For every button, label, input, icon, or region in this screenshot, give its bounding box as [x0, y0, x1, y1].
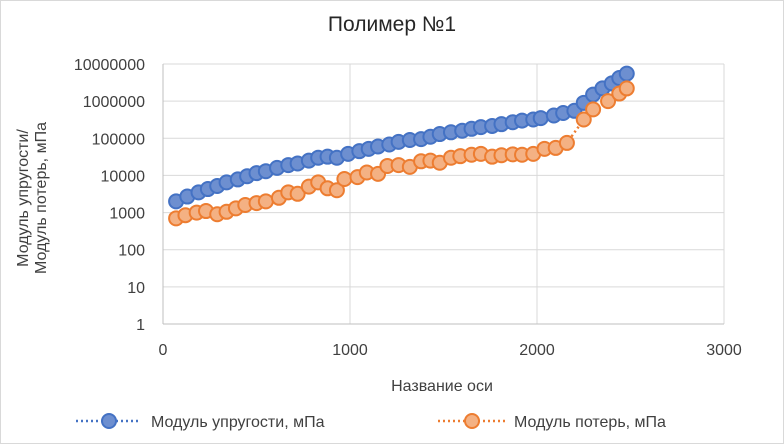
y-tick-label: 1000000 — [83, 94, 145, 111]
legend-item-elastic: Модуль упругости, мПа — [76, 413, 325, 431]
gridlines — [163, 63, 725, 324]
y-tick-label: 100 — [118, 243, 145, 260]
legend-loss-label: Модуль потерь, мПа — [514, 414, 666, 431]
data-point — [575, 111, 592, 128]
data-point — [532, 110, 549, 127]
x-axis-label: Название оси — [391, 378, 493, 395]
legend-elastic-label: Модуль упругости, мПа — [151, 414, 325, 431]
x-tick-label: 2000 — [519, 342, 555, 359]
tick-labels: 1 10 100 1000 10000 100000 1000000 10000000 0 100… — [74, 57, 742, 359]
data-point — [558, 134, 575, 151]
series-layer — [168, 65, 635, 227]
y-tick-label: 1000 — [109, 206, 145, 223]
legend-loss-marker — [464, 413, 480, 429]
series-0 — [168, 65, 635, 210]
data-point — [600, 93, 617, 110]
legend: Модуль упругости, мПа Модуль потерь, мПа — [76, 413, 666, 431]
x-tick-label: 3000 — [706, 342, 742, 359]
y-tick-label: 100000 — [92, 131, 145, 148]
data-point — [585, 101, 602, 118]
y-axis-label-line2: Модуль потерь, мПа — [33, 122, 50, 274]
y-axis-label: Модуль упругости/ Модуль потерь, мПа — [15, 122, 50, 274]
data-point — [336, 171, 353, 188]
y-axis-label-line1: Модуль упругости/ — [15, 129, 32, 267]
data-point — [289, 185, 306, 202]
y-tick-label: 1 — [136, 317, 145, 334]
axes — [162, 64, 724, 325]
y-tick-label: 10000000 — [74, 57, 145, 74]
series-1 — [168, 80, 635, 227]
y-tick-label: 10 — [127, 280, 145, 297]
data-point — [257, 193, 274, 210]
x-tick-label: 0 — [159, 342, 168, 359]
legend-item-loss: Модуль потерь, мПа — [438, 413, 666, 431]
y-tick-label: 10000 — [101, 168, 146, 185]
data-point — [328, 182, 345, 199]
x-tick-label: 1000 — [332, 342, 368, 359]
data-point — [618, 80, 635, 97]
data-point — [618, 65, 635, 82]
legend-elastic-marker — [101, 413, 117, 429]
chart-title: Полимер №1 — [327, 13, 457, 36]
